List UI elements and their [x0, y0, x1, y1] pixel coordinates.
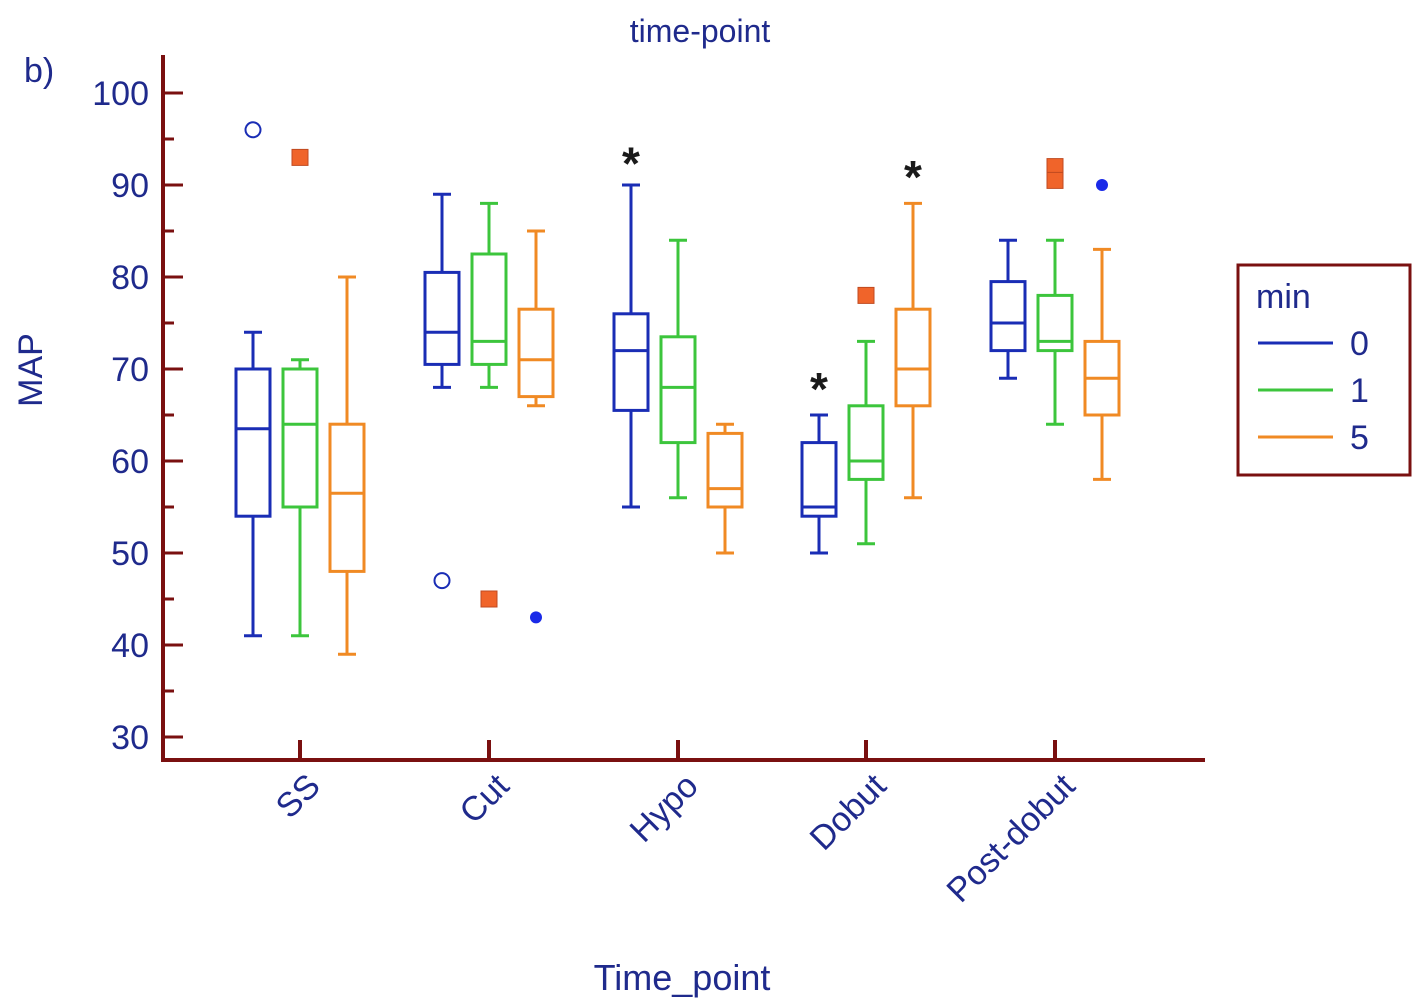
box-ss-5	[328, 275, 366, 656]
x-tick-label: Dobut	[803, 766, 894, 857]
y-tick-label: 30	[111, 719, 149, 757]
boxes	[234, 183, 1121, 656]
box-iqr	[517, 307, 555, 399]
box-hypo-5	[706, 422, 744, 555]
box-ss-0	[234, 330, 272, 638]
x-axis-label: Time_point	[594, 957, 771, 998]
significance-star: *	[810, 363, 828, 415]
x-tick-label: SS	[269, 767, 328, 826]
x-tick-label: Cut	[452, 766, 517, 831]
legend-label-5: 5	[1350, 419, 1369, 457]
box-iqr	[706, 431, 744, 509]
y-tick-label: 50	[111, 535, 149, 573]
axes	[161, 55, 1205, 762]
box-iqr	[612, 312, 650, 412]
outlier-square	[480, 590, 498, 608]
x-tick-label: Post-dobut	[940, 766, 1084, 910]
panel-label: b)	[24, 52, 54, 90]
outlier-dot	[1096, 179, 1108, 191]
y-axis-ticks: 30 40 50 60 70 80 90 100	[92, 75, 183, 757]
significance-star: *	[904, 151, 922, 203]
chart-title: time-point	[630, 13, 771, 49]
box-cut-5	[517, 229, 555, 408]
y-tick-label: 60	[111, 443, 149, 481]
box-iqr	[281, 367, 319, 509]
box-post-dobut-1	[1036, 238, 1074, 426]
outliers	[244, 121, 1108, 624]
box-dobut-5	[894, 201, 932, 500]
y-tick-label: 70	[111, 351, 149, 389]
box-dobut-1	[847, 339, 885, 546]
y-tick-label: 100	[92, 75, 149, 113]
outlier-dot	[530, 611, 542, 624]
annotations: * * *	[622, 137, 922, 414]
significance-star: *	[622, 137, 640, 189]
box-iqr	[847, 404, 885, 481]
y-axis-label: MAP	[12, 333, 50, 407]
legend-label-1: 1	[1350, 372, 1369, 410]
legend-title: min	[1256, 278, 1311, 316]
box-iqr	[1036, 293, 1074, 353]
legend-box	[1236, 263, 1412, 477]
outlier-square	[857, 286, 875, 304]
outlier-square	[291, 148, 309, 166]
outlier-square	[1046, 171, 1064, 189]
box-ss-1	[281, 358, 319, 638]
box-iqr	[234, 367, 272, 518]
y-tick-label: 40	[111, 627, 149, 665]
legend: min 0 1 5	[1236, 263, 1412, 477]
box-iqr	[800, 441, 838, 518]
y-tick-label: 90	[111, 167, 149, 205]
outlier-circle	[244, 121, 262, 139]
x-axis-ticks: SS Cut Hypo Dobut Post-dobut	[269, 740, 1083, 910]
box-hypo-1	[659, 238, 697, 500]
legend-label-0: 0	[1350, 325, 1369, 363]
box-iqr	[989, 280, 1027, 353]
box-post-dobut-0	[989, 238, 1027, 380]
box-hypo-0	[612, 183, 650, 509]
box-dobut-0	[800, 413, 838, 555]
box-iqr	[470, 252, 508, 366]
x-tick-label: Hypo	[623, 767, 706, 850]
box-iqr	[328, 422, 366, 573]
box-iqr	[423, 270, 461, 366]
box-cut-0	[423, 192, 461, 389]
box-post-dobut-5	[1083, 247, 1121, 481]
box-iqr	[894, 307, 932, 408]
box-iqr	[659, 335, 697, 445]
y-tick-label: 80	[111, 259, 149, 297]
outlier-circle	[433, 572, 451, 590]
box-cut-1	[470, 201, 508, 389]
